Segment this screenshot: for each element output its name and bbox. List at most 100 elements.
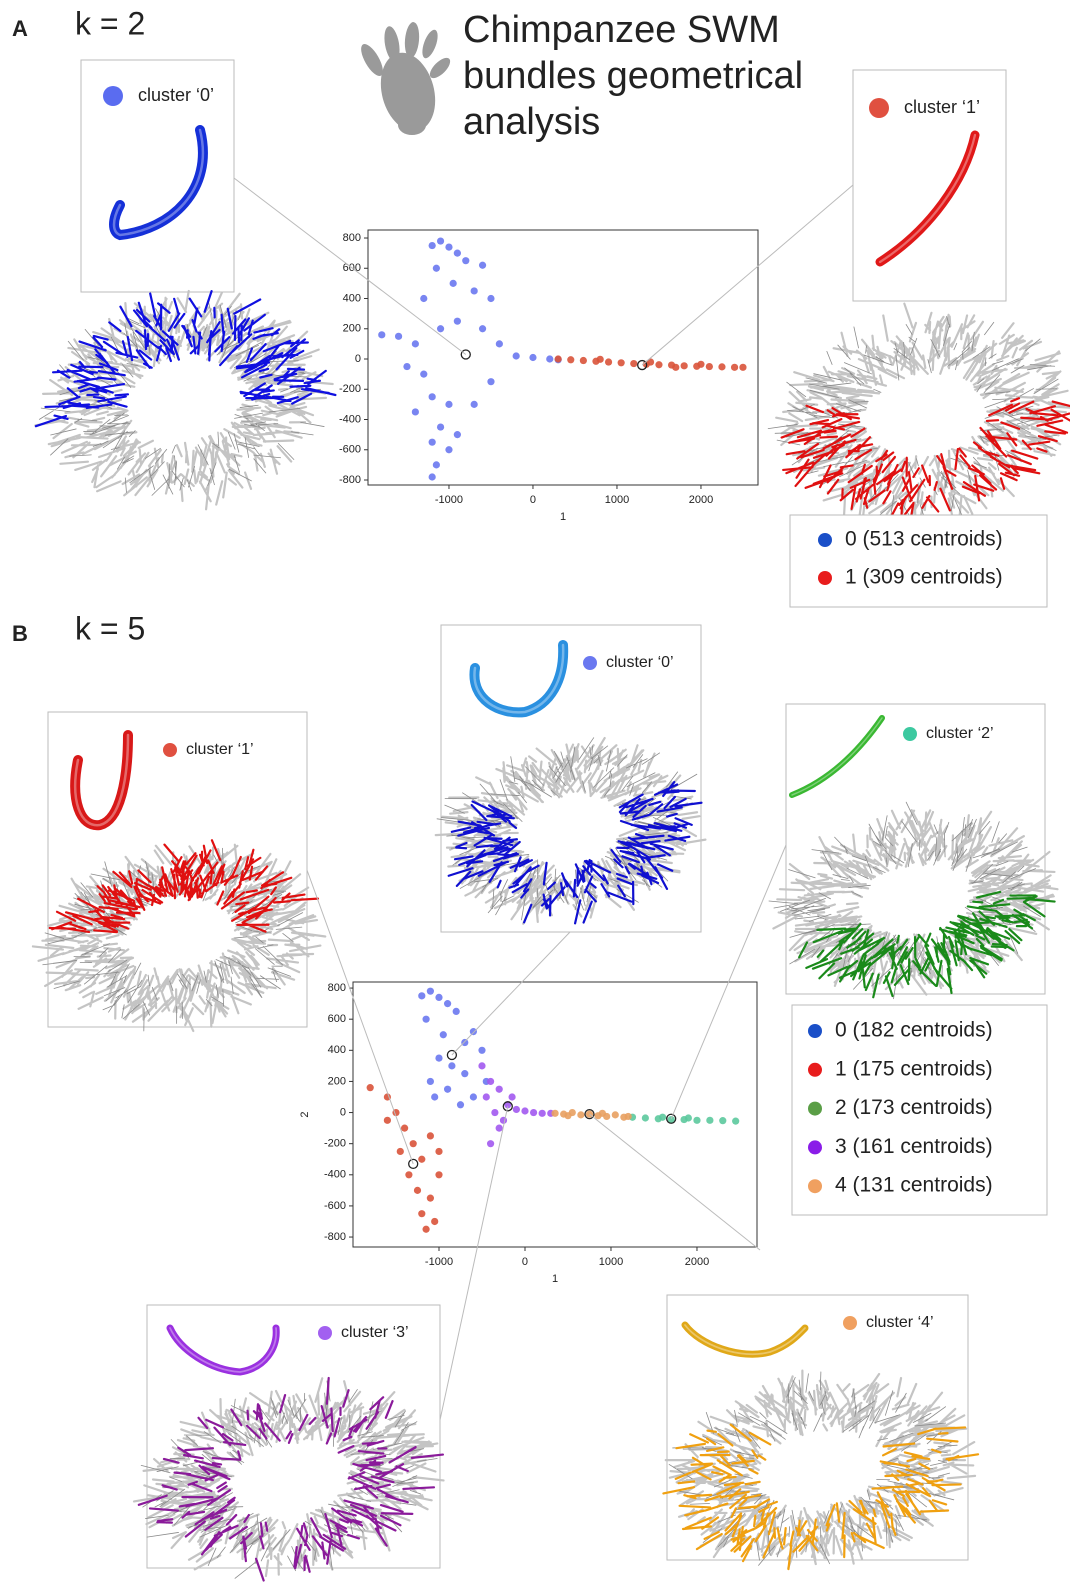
- inset-label: cluster ‘3’: [341, 1324, 409, 1341]
- legend-label: 0 (513 centroids): [845, 528, 1003, 551]
- scatter-point: [412, 340, 419, 347]
- scatter-point: [685, 1114, 692, 1121]
- legend-marker: [808, 1179, 822, 1193]
- inset-marker: [318, 1326, 332, 1340]
- scatter-point: [508, 1093, 515, 1100]
- scatter-point: [454, 431, 461, 438]
- scatter-point: [429, 473, 436, 480]
- scatter-point: [378, 331, 385, 338]
- scatter-point: [470, 1028, 477, 1035]
- scatter-point: [462, 257, 469, 264]
- scatter-point: [403, 363, 410, 370]
- scatter-point: [433, 265, 440, 272]
- scatter-point: [580, 357, 587, 364]
- scatter-point: [431, 1218, 438, 1225]
- y-tick-label: 0: [340, 1106, 346, 1118]
- inset-marker: [103, 86, 123, 106]
- x-tick-label: 1000: [599, 1256, 623, 1268]
- fiber-bundle: [16, 265, 351, 536]
- scatter-point: [435, 1148, 442, 1155]
- scatter-point: [706, 1117, 713, 1124]
- scatter-point: [564, 1112, 571, 1119]
- scatter-point: [618, 359, 625, 366]
- x-tick-label: -1000: [435, 494, 463, 506]
- scatter-point: [681, 362, 688, 369]
- scatter-point: [551, 1110, 558, 1117]
- scatter-point: [445, 446, 452, 453]
- inset-label: cluster ‘4’: [866, 1314, 934, 1331]
- scatter-point: [461, 1070, 468, 1077]
- scatter-point: [422, 1226, 429, 1233]
- figure-title: analysis: [463, 101, 600, 143]
- scatter-point: [431, 1093, 438, 1100]
- y-tick-label: 200: [343, 323, 361, 335]
- scatter-point: [487, 378, 494, 385]
- scatter-point: [555, 355, 562, 362]
- scatter-point: [500, 1117, 507, 1124]
- fiber-bundle: [751, 276, 1070, 551]
- scatter-point: [693, 1117, 700, 1124]
- inset-label: cluster ‘1’: [186, 741, 254, 758]
- scatter-point: [444, 1000, 451, 1007]
- scatter-point: [605, 358, 612, 365]
- figure: Chimpanzee SWMbundles geometricalanalysi…: [0, 0, 1070, 1585]
- scatter-point: [395, 333, 402, 340]
- scatter-point: [659, 1114, 666, 1121]
- y-tick-label: 0: [355, 353, 361, 365]
- scatter-point: [487, 1140, 494, 1147]
- legend-marker: [818, 533, 832, 547]
- figure-title: bundles geometrical: [463, 55, 803, 97]
- scatter-point: [437, 325, 444, 332]
- scatter-point: [433, 461, 440, 468]
- scatter-point: [642, 1114, 649, 1121]
- x-tick-label: 2000: [689, 494, 713, 506]
- scatter-point: [435, 1054, 442, 1061]
- y-tick-label: 600: [328, 1013, 346, 1025]
- y-tick-label: -400: [324, 1169, 346, 1181]
- scatter-point: [437, 237, 444, 244]
- scatter-point: [367, 1084, 374, 1091]
- scatter-point: [496, 1086, 503, 1093]
- scatter-point: [731, 364, 738, 371]
- x-tick-label: 0: [522, 1256, 528, 1268]
- scatter-point: [427, 1078, 434, 1085]
- scatter-point: [513, 1106, 520, 1113]
- scatter-point: [521, 1107, 528, 1114]
- inset-marker: [163, 743, 177, 757]
- legend-marker: [808, 1102, 822, 1116]
- panel-label: B: [12, 621, 28, 646]
- scatter-point: [478, 1062, 485, 1069]
- inset-label: cluster ‘1’: [904, 97, 980, 117]
- y-axis-label: 2: [299, 1111, 311, 1117]
- inset-label: cluster ‘0’: [606, 654, 674, 671]
- scatter-point: [435, 1171, 442, 1178]
- scatter-point: [453, 1008, 460, 1015]
- scatter-point: [719, 1117, 726, 1124]
- scatter-point: [418, 992, 425, 999]
- scatter-point: [478, 1047, 485, 1054]
- legend-label: 4 (131 centroids): [835, 1174, 993, 1197]
- y-tick-label: -600: [324, 1200, 346, 1212]
- legend-marker: [808, 1024, 822, 1038]
- hand-finger: [419, 28, 441, 60]
- y-tick-label: -800: [339, 474, 361, 486]
- scatter-point: [672, 364, 679, 371]
- y-tick-label: -200: [339, 383, 361, 395]
- x-tick-label: -1000: [425, 1256, 453, 1268]
- scatter-point: [739, 364, 746, 371]
- scatter-point: [718, 363, 725, 370]
- scatter-point: [444, 1086, 451, 1093]
- panel-k: k = 5: [75, 610, 145, 646]
- inset-marker: [843, 1316, 857, 1330]
- legend-marker: [808, 1063, 822, 1077]
- legend-marker: [808, 1140, 822, 1154]
- scatter-point: [487, 1078, 494, 1085]
- scatter-point: [567, 356, 574, 363]
- x-axis-label: 1: [552, 1273, 558, 1285]
- scatter-point: [546, 355, 553, 362]
- scatter-point: [470, 1093, 477, 1100]
- y-tick-label: -800: [324, 1231, 346, 1243]
- scatter-point: [440, 1031, 447, 1038]
- scatter-point: [496, 340, 503, 347]
- x-tick-label: 1000: [605, 494, 629, 506]
